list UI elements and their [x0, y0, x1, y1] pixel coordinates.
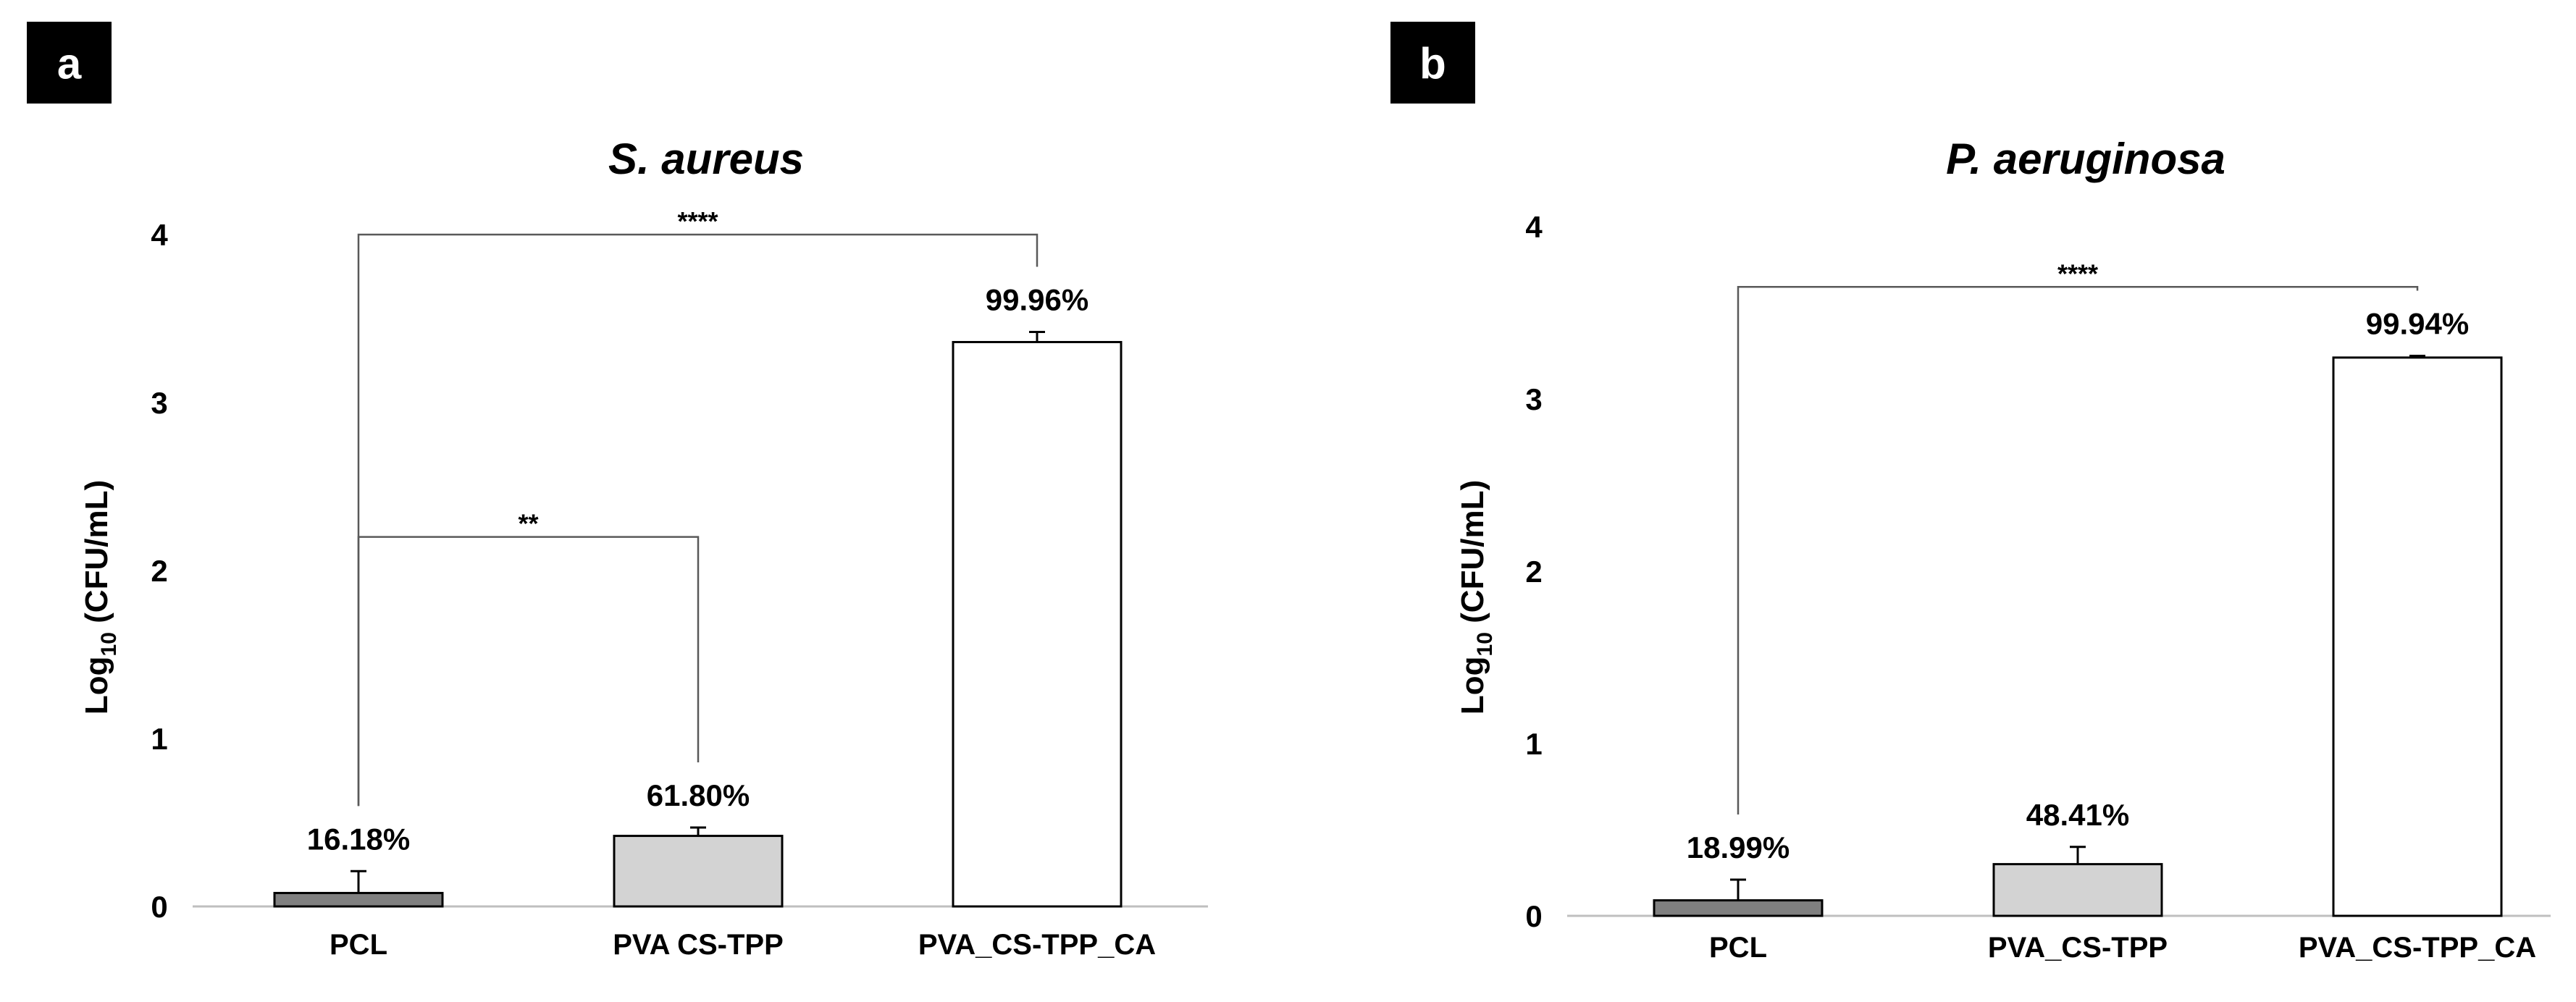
y-tick-label: 1: [1525, 727, 1542, 761]
x-tick-label: PVA_CS-TPP_CA: [2299, 932, 2536, 964]
x-tick-label: PVA CS-TPP: [613, 929, 784, 961]
panel-a: a S. aureus Log10 (CFU/mL) 0 1 2 3 4 16.18% PCL 61…: [27, 22, 1208, 961]
significance-bracket: [1737, 286, 2419, 815]
data-label: 99.96%: [986, 283, 1088, 317]
data-label: 61.80%: [647, 778, 750, 812]
significance-bracket: [357, 536, 700, 807]
y-tick-label: 3: [1525, 382, 1542, 416]
y-tick-label: 2: [1525, 555, 1542, 589]
bar: [613, 835, 784, 908]
bar: [1653, 899, 1824, 917]
x-tick-label: PCL: [1709, 932, 1767, 964]
significance-label: **: [518, 509, 538, 539]
y-tick-label: 4: [1525, 210, 1543, 244]
y-axis-title-subscript: 10: [97, 632, 121, 656]
data-label: 48.41%: [2026, 798, 2129, 832]
y-axis-title: Log10 (CFU/mL): [79, 480, 121, 715]
bar: [273, 891, 444, 908]
y-tick-label: 1: [151, 722, 167, 756]
y-axis-title: Log10 (CFU/mL): [1455, 480, 1497, 715]
y-axis-title-suffix: (CFU/mL): [79, 480, 114, 632]
x-tick-label: PCL: [330, 929, 387, 961]
y-axis-title-suffix: (CFU/mL): [1455, 480, 1490, 632]
chart-title: P. aeruginosa: [1946, 135, 2225, 183]
panel-badge: [1390, 22, 1475, 104]
panel-label: a: [57, 40, 82, 88]
significance-bracket: [357, 233, 1039, 807]
y-axis-title-subscript: 10: [1473, 632, 1497, 656]
bar: [1992, 863, 2163, 917]
data-label: 18.99%: [1687, 830, 1790, 864]
data-label: 16.18%: [307, 822, 410, 856]
y-tick-label: 4: [151, 218, 168, 252]
x-tick-label: PVA_CS-TPP_CA: [918, 929, 1156, 961]
chart-title: S. aureus: [608, 135, 804, 183]
significance-label: ****: [677, 206, 718, 236]
panel-label: b: [1419, 40, 1446, 88]
y-tick-label: 3: [151, 386, 167, 420]
y-axis-title-prefix: Log: [1455, 656, 1490, 715]
data-label: 99.94%: [2366, 307, 2469, 341]
panel-badge: [27, 22, 112, 104]
panel-b: b P. aeruginosa Log10 (CFU/mL) 0 1 2 3 4 18.99% P…: [1390, 22, 2551, 964]
y-tick-label: 2: [151, 554, 167, 588]
significance-label: ****: [2057, 258, 2098, 288]
y-axis-title-prefix: Log: [79, 656, 114, 715]
bar: [952, 340, 1123, 908]
y-tick-label: 0: [151, 890, 167, 924]
x-tick-label: PVA_CS-TPP: [1988, 932, 2168, 964]
bar: [2332, 356, 2503, 917]
y-tick-label: 0: [1525, 899, 1542, 933]
